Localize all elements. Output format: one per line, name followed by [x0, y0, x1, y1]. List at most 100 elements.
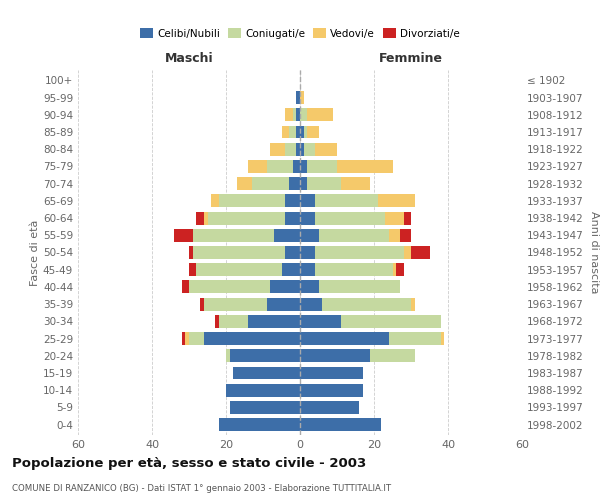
Text: Popolazione per età, sesso e stato civile - 2003: Popolazione per età, sesso e stato civil…	[12, 458, 366, 470]
Bar	[189, 246, 193, 259]
Bar	[285, 246, 300, 259]
Bar	[248, 160, 266, 173]
Bar	[271, 280, 300, 293]
Bar	[304, 142, 315, 156]
Bar	[189, 264, 196, 276]
Bar	[296, 142, 300, 156]
Bar	[218, 418, 300, 431]
Bar	[307, 160, 337, 173]
Bar	[252, 177, 289, 190]
Bar	[378, 194, 415, 207]
Bar	[285, 108, 293, 121]
Bar	[300, 212, 315, 224]
Bar	[389, 332, 440, 345]
Bar	[300, 401, 359, 414]
Bar	[189, 332, 204, 345]
Bar	[289, 177, 300, 190]
Bar	[300, 332, 389, 345]
Y-axis label: Fasce di età: Fasce di età	[30, 220, 40, 286]
Bar	[271, 142, 285, 156]
Bar	[189, 280, 271, 293]
Bar	[226, 384, 300, 396]
Bar	[266, 298, 300, 310]
Bar	[296, 91, 300, 104]
Text: Femmine: Femmine	[379, 52, 443, 65]
Bar	[300, 264, 315, 276]
Bar	[300, 229, 319, 241]
Bar	[315, 194, 378, 207]
Bar	[193, 229, 274, 241]
Bar	[196, 264, 281, 276]
Bar	[233, 366, 300, 380]
Bar	[193, 246, 285, 259]
Bar	[300, 91, 304, 104]
Bar	[300, 177, 307, 190]
Bar	[400, 229, 411, 241]
Bar	[392, 264, 396, 276]
Bar	[218, 315, 248, 328]
Bar	[370, 350, 415, 362]
Bar	[300, 418, 382, 431]
Bar	[337, 160, 392, 173]
Bar	[300, 126, 304, 138]
Bar	[404, 246, 411, 259]
Bar	[218, 194, 285, 207]
Bar	[319, 280, 400, 293]
Bar	[300, 298, 322, 310]
Bar	[307, 126, 319, 138]
Bar	[307, 108, 334, 121]
Bar	[315, 264, 392, 276]
Bar	[182, 280, 189, 293]
Bar	[208, 212, 285, 224]
Text: COMUNE DI RANZANICO (BG) - Dati ISTAT 1° gennaio 2003 - Elaborazione TUTTITALIA.: COMUNE DI RANZANICO (BG) - Dati ISTAT 1°…	[12, 484, 391, 493]
Bar	[182, 332, 185, 345]
Bar	[293, 160, 300, 173]
Bar	[174, 229, 193, 241]
Bar	[404, 212, 411, 224]
Bar	[300, 142, 304, 156]
Bar	[396, 264, 404, 276]
Bar	[300, 350, 370, 362]
Bar	[322, 298, 411, 310]
Bar	[440, 332, 444, 345]
Text: Maschi: Maschi	[164, 52, 214, 65]
Bar	[300, 280, 319, 293]
Bar	[289, 126, 296, 138]
Bar	[215, 315, 218, 328]
Bar	[196, 212, 204, 224]
Bar	[204, 298, 266, 310]
Bar	[385, 212, 404, 224]
Bar	[411, 246, 430, 259]
Bar	[285, 194, 300, 207]
Bar	[248, 315, 300, 328]
Bar	[296, 126, 300, 138]
Bar	[211, 194, 218, 207]
Bar	[230, 401, 300, 414]
Bar	[315, 142, 337, 156]
Legend: Celibi/Nubili, Coniugati/e, Vedovi/e, Divorziati/e: Celibi/Nubili, Coniugati/e, Vedovi/e, Di…	[136, 24, 464, 42]
Bar	[307, 177, 341, 190]
Bar	[274, 229, 300, 241]
Bar	[293, 108, 296, 121]
Bar	[285, 142, 296, 156]
Bar	[389, 229, 400, 241]
Y-axis label: Anni di nascita: Anni di nascita	[589, 211, 599, 294]
Bar	[281, 264, 300, 276]
Bar	[341, 177, 370, 190]
Bar	[300, 194, 315, 207]
Bar	[315, 246, 404, 259]
Bar	[319, 229, 389, 241]
Bar	[226, 350, 230, 362]
Bar	[300, 108, 307, 121]
Bar	[200, 298, 204, 310]
Bar	[300, 366, 363, 380]
Bar	[204, 332, 300, 345]
Bar	[237, 177, 252, 190]
Bar	[296, 108, 300, 121]
Bar	[281, 126, 289, 138]
Bar	[300, 315, 341, 328]
Bar	[230, 350, 300, 362]
Bar	[341, 315, 440, 328]
Bar	[185, 332, 189, 345]
Bar	[204, 212, 208, 224]
